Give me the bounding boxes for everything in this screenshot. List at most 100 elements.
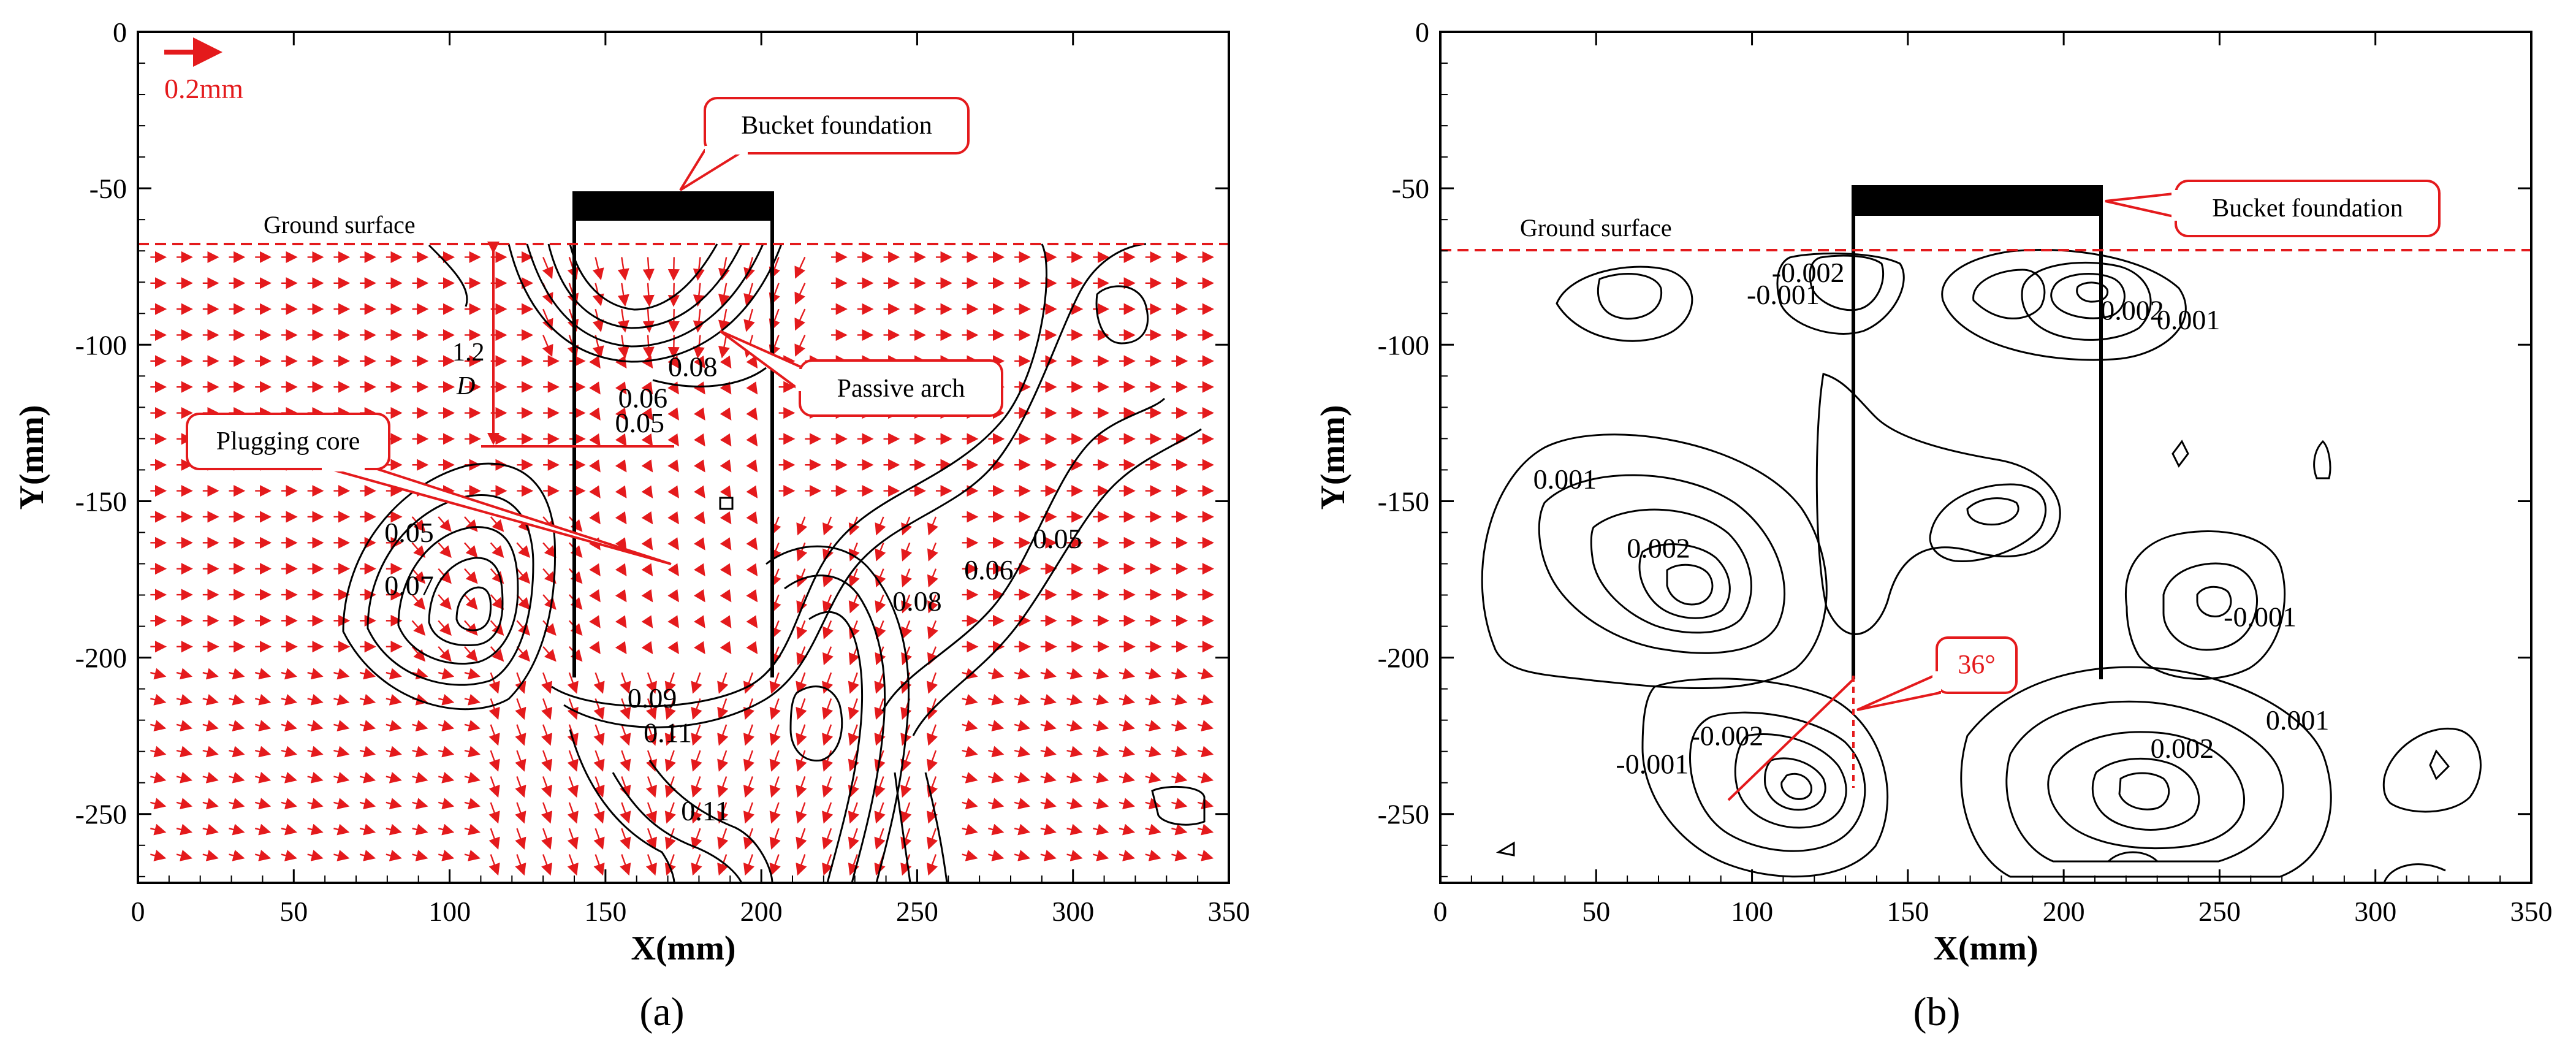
y-tick-label: -200	[1378, 643, 1429, 674]
x-tick-label: 50	[279, 896, 308, 927]
vector-arrow	[1066, 823, 1083, 836]
vector-arrow	[567, 802, 579, 824]
vector-arrow	[769, 776, 781, 798]
vector-arrow	[615, 485, 627, 498]
vector-arrow	[359, 693, 376, 706]
vector-arrow	[515, 724, 526, 746]
vector-arrow	[822, 698, 834, 720]
callout-plugging-core: Plugging core	[186, 413, 672, 565]
contour-labels: 0.080.060.050.050.070.090.110.110.080.06…	[384, 351, 1082, 826]
ground-surface-label: Ground surface	[264, 211, 416, 238]
vector-arrow	[202, 798, 219, 810]
vector-arrow	[615, 589, 627, 603]
vector-arrow	[901, 516, 913, 536]
vector-arrow	[359, 746, 376, 758]
contour-label: -0.001	[1747, 279, 1820, 310]
contour-label: 0.002	[1627, 532, 1690, 563]
vector-arrow	[901, 542, 913, 562]
vector-arrow	[150, 823, 167, 836]
contour-label: 0.11	[681, 795, 729, 826]
vector-arrow	[1197, 668, 1214, 680]
vector-arrow	[1171, 720, 1188, 731]
vector-arrow	[176, 693, 193, 706]
vector-arrow	[567, 828, 579, 850]
panel-a: Ground surface 1.2 D 0.2mm Bucket founda…	[13, 17, 1250, 1034]
vector-arrow	[743, 308, 755, 332]
vector-arrow	[386, 693, 402, 706]
vector-arrow	[412, 772, 428, 784]
vector-arrow	[1145, 772, 1161, 784]
vector-arrow	[962, 772, 978, 784]
vector-arrow	[1092, 668, 1109, 680]
vector-arrow	[694, 381, 705, 395]
y-tick-label: -50	[1392, 173, 1429, 204]
vector-arrow	[664, 724, 676, 746]
vector-arrow	[796, 542, 808, 562]
bucket-cap	[574, 191, 774, 221]
vector-arrow	[1040, 772, 1057, 784]
vector-arrow	[307, 746, 324, 758]
vector-arrow	[542, 620, 557, 636]
vector-arrow	[901, 620, 913, 639]
vector-arrow	[620, 828, 631, 850]
vector-arrow	[411, 620, 426, 636]
vector-arrow	[1145, 746, 1161, 758]
vector-arrow	[874, 776, 886, 798]
vector-arrow	[667, 511, 679, 525]
vector-arrow	[691, 672, 702, 694]
vector-arrow	[1092, 798, 1109, 810]
vector-arrow	[664, 854, 676, 876]
vector-arrow	[645, 854, 657, 876]
vector-arrow	[962, 823, 978, 836]
vector-arrow	[769, 672, 781, 694]
vector-arrow	[664, 750, 676, 772]
vector-arrow	[667, 537, 679, 551]
vector-arrow	[720, 537, 732, 551]
vector-arrow	[848, 672, 859, 694]
vector-arrow	[593, 802, 605, 824]
vector-arrow	[589, 433, 601, 447]
y-tick-label: -250	[75, 799, 127, 830]
callout-angle: 36°	[1856, 636, 2018, 711]
vector-arrow	[488, 854, 500, 876]
vector-arrow	[1171, 798, 1188, 810]
vector-arrow	[229, 823, 245, 836]
vector-arrow	[717, 776, 729, 798]
vector-arrow	[927, 620, 938, 639]
vector-arrow	[848, 724, 859, 746]
vector-arrow	[1092, 693, 1109, 706]
vector-arrow	[743, 854, 755, 876]
vector-arrow	[1197, 850, 1214, 861]
vector-arrow	[620, 698, 631, 720]
vector-arrow	[642, 257, 655, 281]
vector-arrow	[694, 485, 705, 498]
vector-arrow	[281, 823, 297, 836]
vector-arrow	[796, 516, 808, 536]
vector-arrow	[620, 750, 631, 772]
vector-arrow	[1119, 850, 1135, 861]
vector-arrow	[150, 693, 167, 706]
vector-arrow	[900, 854, 912, 876]
vector-arrow	[1014, 668, 1031, 680]
contour-label: -0.001	[1616, 748, 1689, 779]
vector-arrow	[848, 750, 859, 772]
vector-arrow	[926, 672, 938, 694]
vector-arrow	[822, 854, 834, 876]
vector-arrow	[438, 798, 455, 810]
contour-label: 0.05	[384, 517, 434, 548]
vector-arrow	[333, 798, 350, 810]
vector-arrow	[1145, 850, 1161, 861]
vector-arrow	[927, 516, 938, 536]
vector-arrow	[1119, 668, 1135, 680]
contour-label: 0.06	[964, 554, 1014, 586]
vector-arrow	[307, 772, 324, 784]
vector-arrow	[464, 620, 478, 636]
vector-arrow	[617, 308, 629, 333]
vector-arrow	[254, 746, 272, 758]
vector-arrow	[150, 850, 167, 861]
vector-arrow	[438, 772, 455, 784]
vector-arrow	[593, 828, 605, 850]
vector-arrow	[1040, 850, 1057, 861]
vector-arrow	[875, 516, 886, 536]
